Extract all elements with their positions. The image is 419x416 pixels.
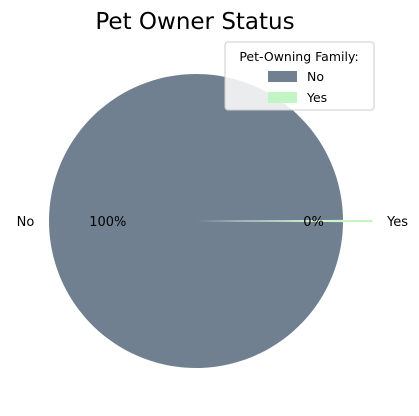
legend-label-no: No	[307, 69, 324, 84]
percent-label-no: 100%	[89, 215, 126, 230]
pie-slices	[48, 73, 373, 368]
legend: Pet-Owning Family: No Yes	[224, 41, 375, 111]
pie-labels: No 100% Yes 0%	[17, 215, 409, 230]
chart-title: Pet Owner Status	[95, 9, 294, 35]
legend-swatch-no	[268, 71, 297, 82]
legend-title: Pet-Owning Family:	[239, 49, 358, 64]
legend-swatch-yes	[268, 92, 297, 103]
category-label-yes: Yes	[386, 215, 408, 230]
legend-frame	[224, 41, 375, 111]
legend-label-yes: Yes	[306, 90, 327, 105]
pie-slice-yes	[225, 219, 373, 223]
pie-slice-no	[48, 73, 343, 368]
percent-label-yes: 0%	[303, 215, 324, 230]
category-label-no: No	[17, 215, 35, 230]
